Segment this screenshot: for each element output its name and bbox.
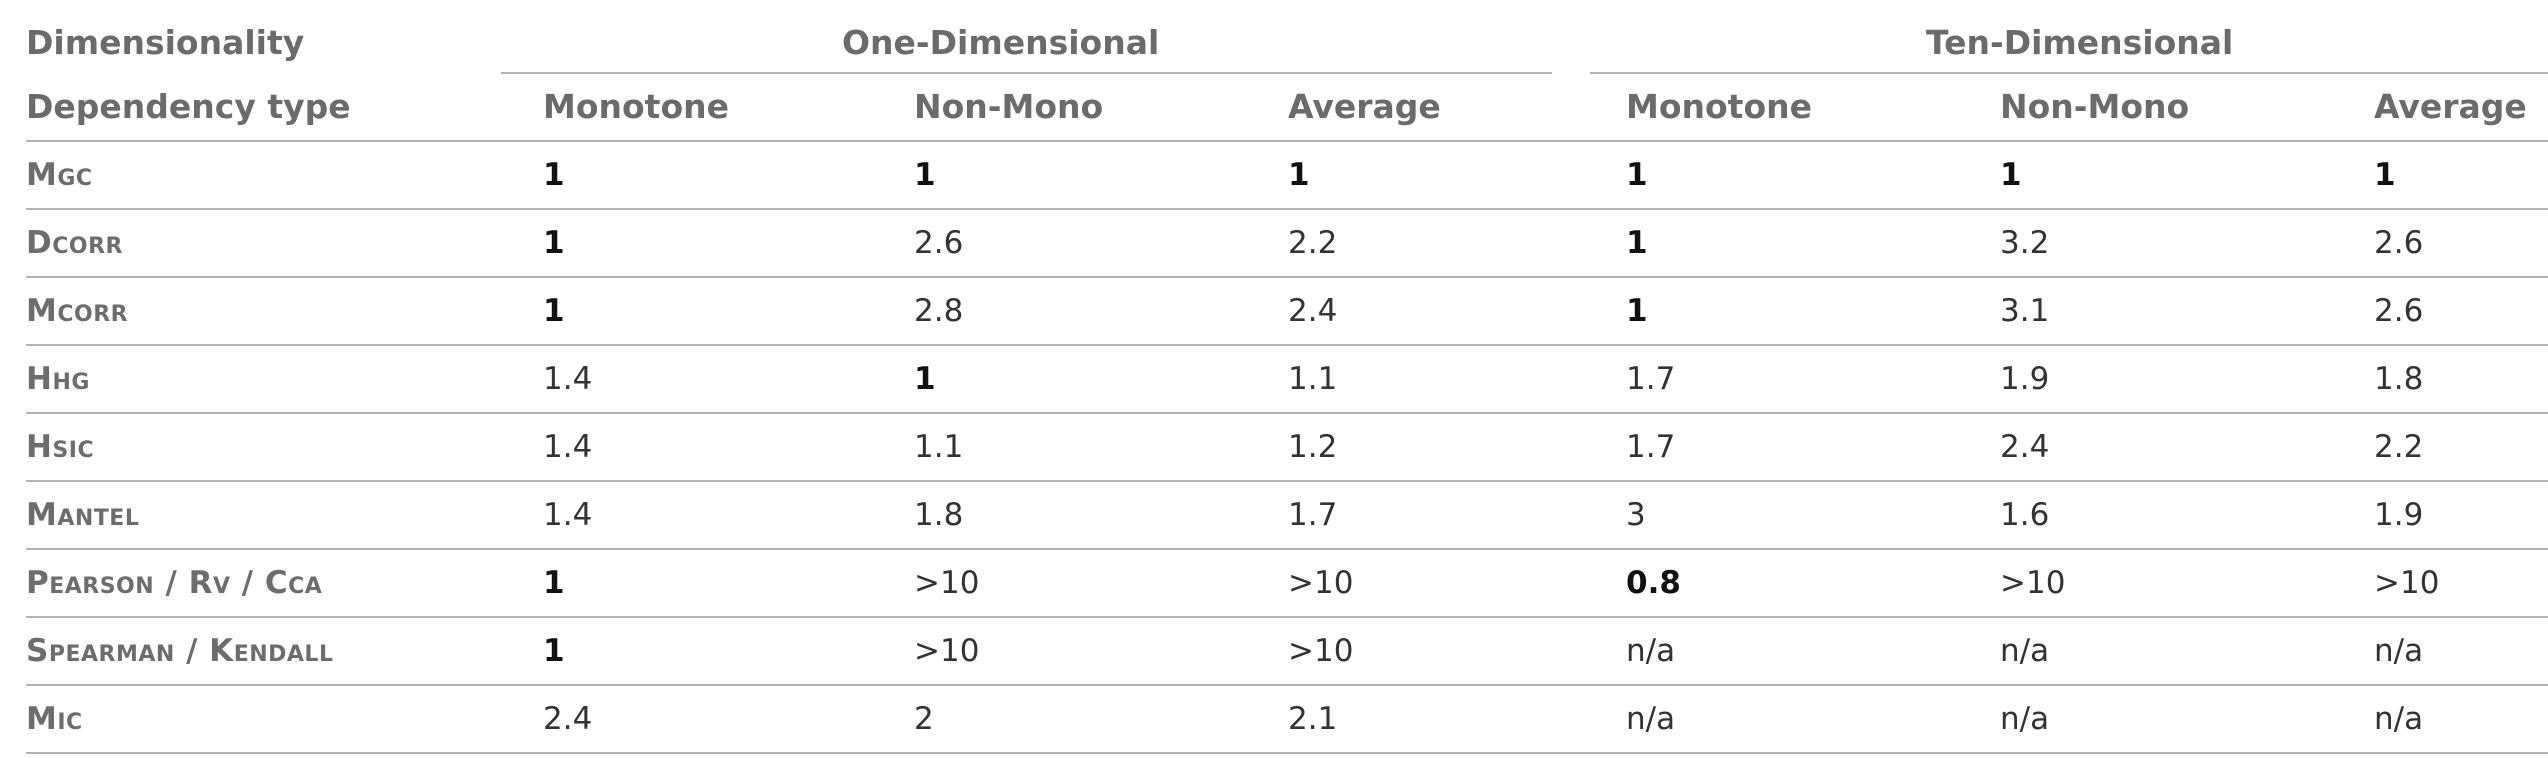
dimensionality-label: Dimensionality [26,23,305,62]
group-header-row: Dimensionality One-Dimensional Ten-Dimen… [26,12,2548,74]
row-label: Hsic [26,429,95,465]
table-row: Pearson / Rv / Cca 1 >10 >10 0.8 >10 >10 [26,550,2548,618]
table-cell: 1.9 [2000,361,2050,397]
table-cell: >10 [2000,565,2066,601]
results-table: Dimensionality One-Dimensional Ten-Dimen… [26,12,2548,754]
table-cell: n/a [2374,633,2424,669]
row-label: Mgc [26,157,93,193]
table-cell: 2.8 [914,293,964,329]
group-one-rule [501,72,1552,74]
table-cell: 1 [2374,157,2396,193]
table-cell: n/a [1626,633,1676,669]
table-row: Mcorr 1 2.8 2.4 1 3.1 2.6 [26,278,2548,346]
table-cell: 1 [1626,157,1648,193]
table-cell: 2.2 [1288,225,1338,261]
table-cell: 1 [543,293,565,329]
table-cell: n/a [2000,701,2050,737]
col-header-average-1d: Average [1288,87,1441,126]
table-body: Mgc 1 1 1 1 1 1 Dcorr 1 2.6 2.2 1 3.2 2.6 Mcorr 1 2.8 2.4… [26,142,2548,754]
table-cell: 1.4 [543,497,593,533]
table-cell: 1 [914,361,936,397]
table-cell: 1.8 [914,497,964,533]
table-cell: >10 [914,633,980,669]
table-cell: 1 [914,157,936,193]
table-cell: 2.4 [1288,293,1338,329]
table-cell: 1.4 [543,361,593,397]
table-cell: 1 [1626,225,1648,261]
table-cell: 1.1 [914,429,964,465]
col-header-nonmono-10d: Non-Mono [2000,87,2190,126]
table-cell: 1 [1288,157,1310,193]
row-label: Spearman / Kendall [26,633,334,669]
table-cell: 2 [914,701,934,737]
table-cell: 3.1 [2000,293,2050,329]
col-header-nonmono-1d: Non-Mono [914,87,1104,126]
row-label: Dcorr [26,225,123,261]
table-row: Dcorr 1 2.6 2.2 1 3.2 2.6 [26,210,2548,278]
table-cell: 1.8 [2374,361,2424,397]
col-header-monotone-1d: Monotone [543,87,729,126]
col-header-average-10d: Average [2374,87,2527,126]
table-row: Mantel 1.4 1.8 1.7 3 1.6 1.9 [26,482,2548,550]
table-cell: >10 [1288,565,1354,601]
table-cell: 1 [543,225,565,261]
table-cell: 1.9 [2374,497,2424,533]
table-cell: 1 [2000,157,2022,193]
table-cell: 1 [543,157,565,193]
col-header-monotone-10d: Monotone [1626,87,1812,126]
table-cell: 2.6 [2374,293,2424,329]
table-cell: 1.1 [1288,361,1338,397]
table-cell: 2.2 [2374,429,2424,465]
table-cell: 2.1 [1288,701,1338,737]
table-cell: n/a [2000,633,2050,669]
table-cell: 0.8 [1626,565,1681,601]
table-cell: 2.6 [2374,225,2424,261]
table-cell: 1.2 [1288,429,1338,465]
table-row: Mic 2.4 2 2.1 n/a n/a n/a [26,686,2548,754]
group-one-dimensional: One-Dimensional [842,23,1160,62]
table-cell: n/a [2374,701,2424,737]
row-label: Mic [26,701,83,737]
table-cell: 2.4 [2000,429,2050,465]
table-cell: >10 [2374,565,2440,601]
table-row: Spearman / Kendall 1 >10 >10 n/a n/a n/a [26,618,2548,686]
table-cell: 3.2 [2000,225,2050,261]
table-row: Hsic 1.4 1.1 1.2 1.7 2.4 2.2 [26,414,2548,482]
row-label: Mantel [26,497,140,533]
table-cell: 1.7 [1626,429,1676,465]
table-cell: 2.4 [543,701,593,737]
table-cell: 1 [543,633,565,669]
table-cell: >10 [914,565,980,601]
table-cell: >10 [1288,633,1354,669]
row-label: Mcorr [26,293,129,329]
group-ten-dimensional: Ten-Dimensional [1926,23,2234,62]
table-cell: 1 [1626,293,1648,329]
table-cell: 2.6 [914,225,964,261]
table-cell: 3 [1626,497,1646,533]
dependency-type-label: Dependency type [26,87,351,126]
table-cell: 1.7 [1288,497,1338,533]
group-ten-rule [1590,72,2548,74]
table-cell: 1.4 [543,429,593,465]
table-cell: 1.7 [1626,361,1676,397]
row-label: Hhg [26,361,90,397]
table-cell: n/a [1626,701,1676,737]
table-cell: 1 [543,565,565,601]
table-row: Hhg 1.4 1 1.1 1.7 1.9 1.8 [26,346,2548,414]
table-row: Mgc 1 1 1 1 1 1 [26,142,2548,210]
row-label: Pearson / Rv / Cca [26,565,323,601]
column-header-row: Dependency type Monotone Non-Mono Averag… [26,74,2548,142]
table-cell: 1.6 [2000,497,2050,533]
